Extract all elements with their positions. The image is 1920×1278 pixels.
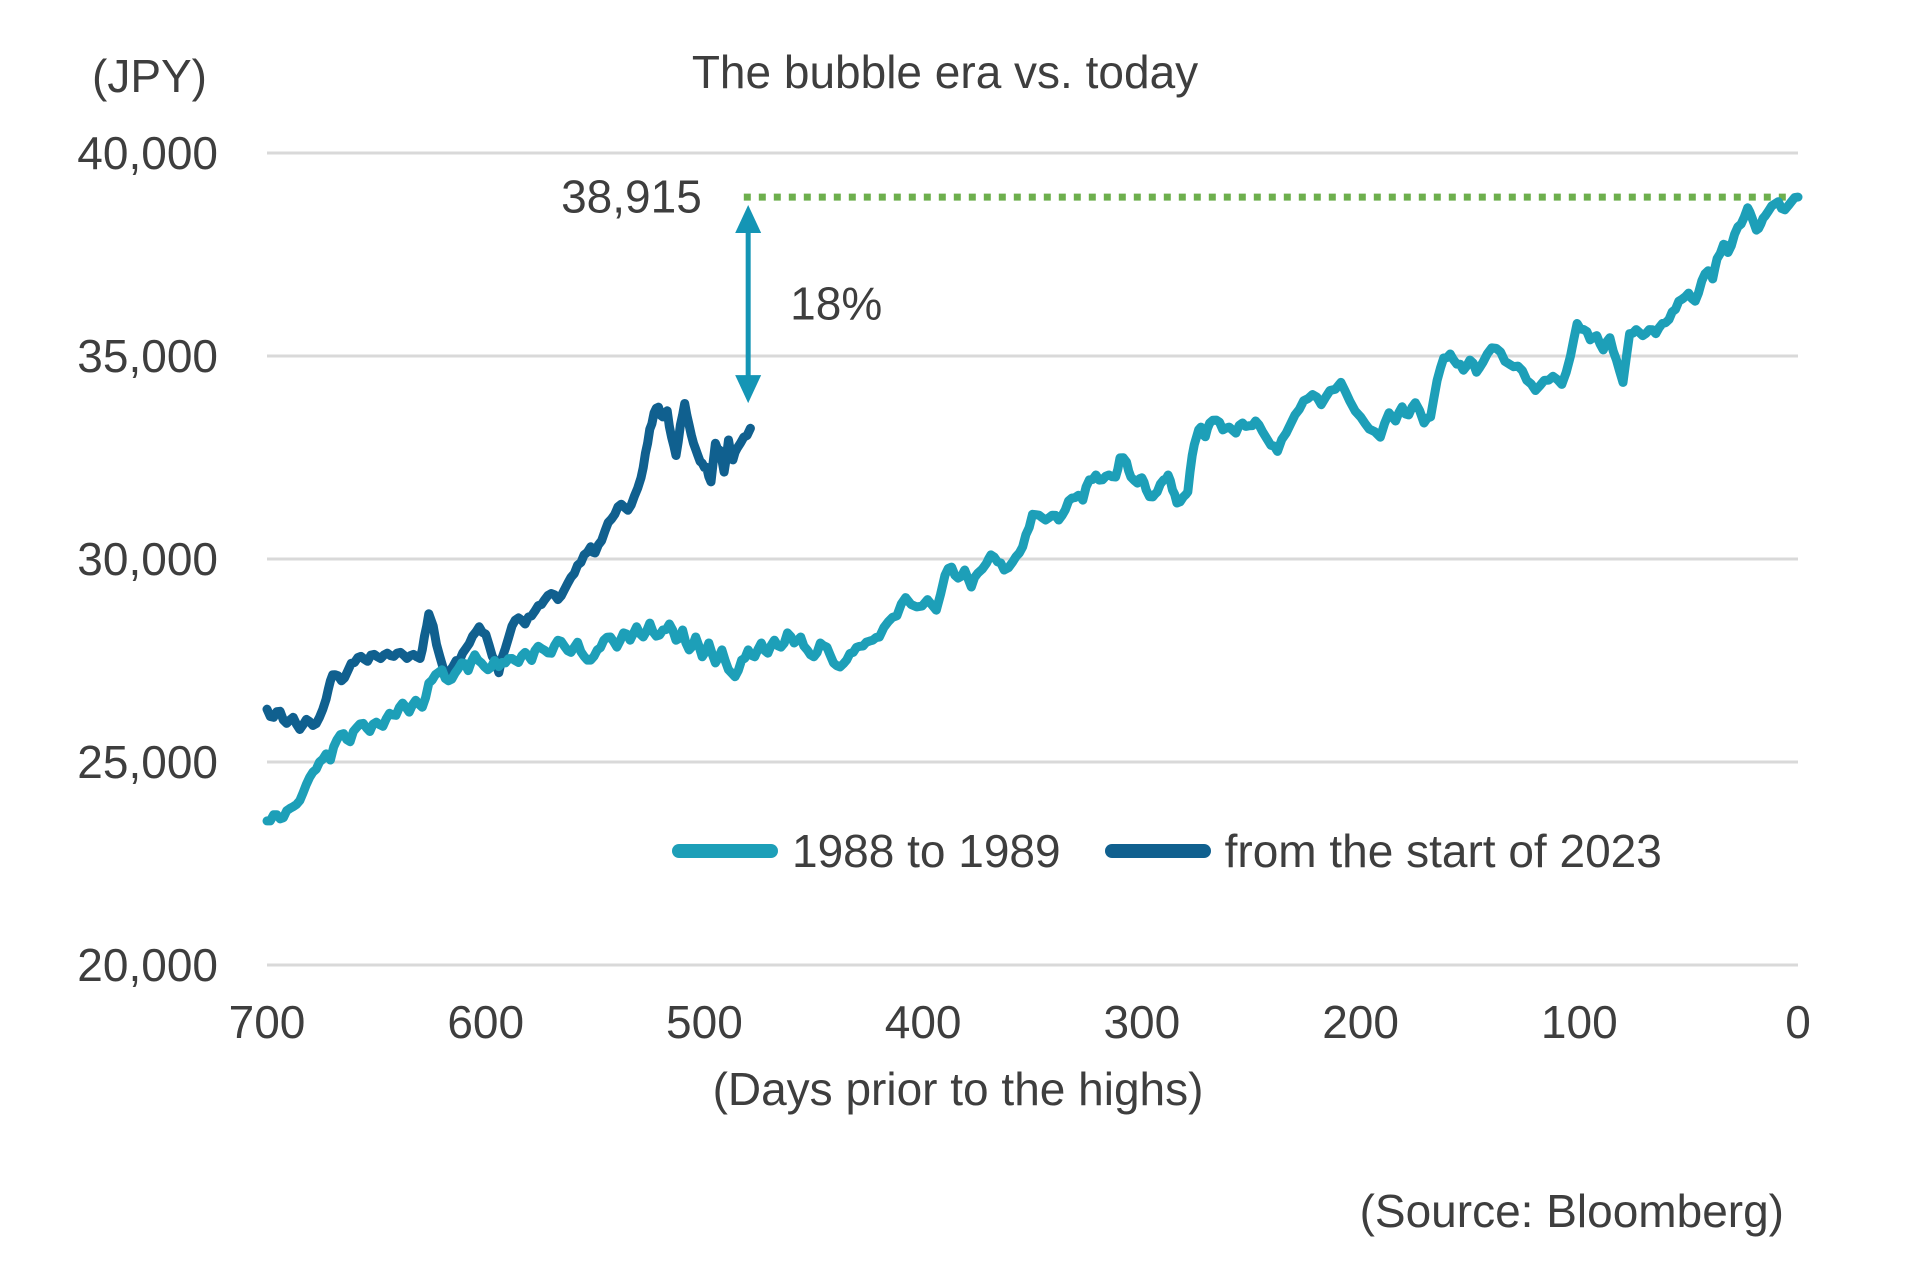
gap-arrow-down-head	[735, 375, 762, 404]
y-tick-label: 20,000	[77, 939, 218, 991]
y-tick-label: 35,000	[77, 330, 218, 382]
legend-swatch-icon	[1104, 844, 1211, 858]
gap-arrow-up-head	[735, 205, 762, 234]
series-line-1988-1989	[262, 192, 1803, 826]
x-tick-label: 0	[1785, 996, 1811, 1048]
series-line-2023	[262, 399, 755, 734]
y-axis-unit-label: (JPY)	[92, 50, 207, 102]
x-tick-label: 200	[1322, 996, 1399, 1048]
legend-item: 1988 to 1989	[672, 824, 1061, 878]
x-tick-label: 600	[447, 996, 525, 1048]
source-note: (Source: Bloomberg)	[1359, 1185, 1784, 1237]
x-tick-label: 100	[1540, 996, 1618, 1048]
legend-swatch-icon	[672, 844, 778, 858]
x-axis-title: (Days prior to the highs)	[712, 1063, 1204, 1115]
y-tick-label: 30,000	[77, 533, 218, 585]
legend-item: from the start of 2023	[1104, 824, 1662, 878]
x-tick-label: 400	[884, 996, 962, 1048]
peak-value-annotation: 38,915	[561, 170, 702, 223]
chart-title: The bubble era vs. today	[691, 46, 1199, 98]
y-tick-label: 40,000	[77, 127, 218, 179]
y-tick-label: 25,000	[77, 736, 218, 788]
x-tick-label: 300	[1103, 996, 1181, 1048]
x-tick-label: 500	[666, 996, 743, 1048]
legend: 1988 to 1989 from the start of 2023	[672, 824, 1662, 878]
gap-percent-annotation: 18%	[790, 277, 883, 330]
legend-label: from the start of 2023	[1224, 825, 1662, 877]
x-tick-label: 700	[228, 996, 306, 1048]
legend-label: 1988 to 1989	[792, 825, 1061, 877]
